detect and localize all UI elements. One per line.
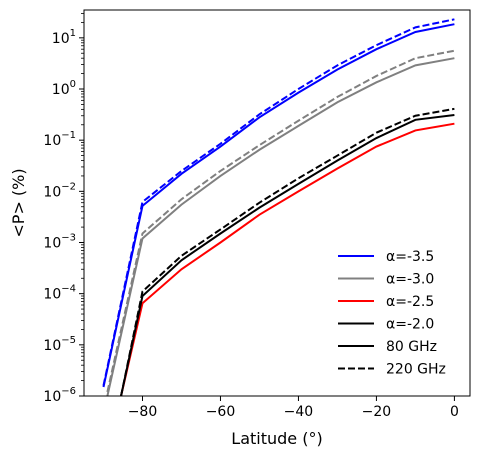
legend: α=-3.5 α=-3.0 α=-2.5 α=-2.0 80 GHz 220 GHz xyxy=(338,249,446,378)
plot-frame xyxy=(83,9,471,397)
y-axis-title: <P> (%) xyxy=(9,168,28,237)
x-axis-ticks: −80 −60 −40 −20 0 xyxy=(128,396,459,420)
y-tick-label: 10−3 xyxy=(43,233,76,252)
y-tick-label: 101 xyxy=(52,28,76,47)
x-tick-label: −60 xyxy=(206,404,236,420)
legend-label: α=-3.5 xyxy=(386,249,434,265)
legend-label: 220 GHz xyxy=(386,362,446,378)
series-line xyxy=(102,23,455,388)
x-tick-label: −40 xyxy=(284,404,314,420)
series-line xyxy=(120,122,455,396)
x-tick-label: −20 xyxy=(362,404,392,420)
y-tick-label: 10−6 xyxy=(43,386,76,405)
series-line xyxy=(102,18,455,386)
legend-label: α=-2.0 xyxy=(386,317,434,333)
series-line xyxy=(120,114,455,396)
y-tick-label: 10−5 xyxy=(43,335,76,354)
x-axis-title: Latitude (°) xyxy=(231,429,322,448)
y-tick-label: 100 xyxy=(52,79,76,98)
legend-label: 80 GHz xyxy=(386,339,437,355)
series-line xyxy=(106,49,455,393)
x-tick-label: 0 xyxy=(450,404,459,420)
legend-label: α=-3.0 xyxy=(386,272,434,288)
series-line xyxy=(120,107,455,396)
y-tick-label: 10−4 xyxy=(43,284,76,303)
y-tick-label: 10−1 xyxy=(43,130,76,149)
series-line xyxy=(106,57,455,396)
legend-label: α=-2.5 xyxy=(386,294,434,310)
series-layer xyxy=(102,18,455,396)
y-axis-ticks: 10−6 10−5 10−4 10−3 10−2 10−1 100 101 xyxy=(43,13,84,405)
x-tick-label: −80 xyxy=(128,404,158,420)
y-tick-label: 10−2 xyxy=(43,181,76,200)
